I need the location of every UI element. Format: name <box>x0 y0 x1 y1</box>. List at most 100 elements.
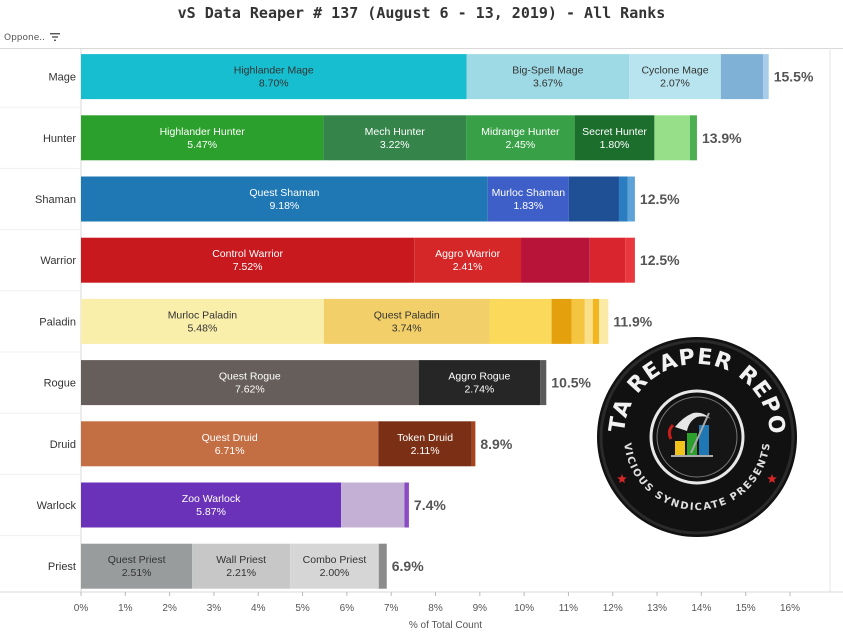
segment-name-label: Secret Hunter <box>582 126 647 138</box>
x-tick-label: 0% <box>74 603 89 614</box>
bar-segment <box>414 237 522 283</box>
logo-scythe-handle <box>690 412 710 454</box>
bar-segment <box>720 54 763 100</box>
bar-segment <box>521 237 590 283</box>
x-tick-label: 15% <box>736 603 756 614</box>
segment-name-label: Murloc Paladin <box>168 309 238 321</box>
segment-name-label: Murloc Shaman <box>492 187 566 199</box>
total-value-label: 15.5% <box>774 69 814 85</box>
bar-segment <box>81 482 342 528</box>
segment-name-label: Combo Priest <box>303 554 367 566</box>
bar-segment <box>471 421 476 467</box>
segment-name-label: Token Druid <box>397 432 453 444</box>
bar-segment <box>418 360 541 406</box>
chart-title: vS Data Reaper # 137 (August 6 - 13, 201… <box>177 4 666 22</box>
bar-segment <box>81 54 467 100</box>
x-tick-label: 9% <box>473 603 488 614</box>
bar-segment <box>323 298 490 344</box>
bar-segment <box>627 176 635 222</box>
bar-segment <box>341 482 405 528</box>
x-tick-label: 8% <box>428 603 443 614</box>
bar-segment <box>551 298 572 344</box>
segment-name-label: Quest Rogue <box>219 371 281 383</box>
bar-segment <box>404 482 409 528</box>
logo-star-left <box>617 474 627 483</box>
segment-value-label: 2.41% <box>453 261 483 273</box>
x-tick-label: 5% <box>295 603 310 614</box>
segment-value-label: 2.07% <box>660 78 690 90</box>
bar-segment <box>762 54 769 100</box>
segment-name-label: Big-Spell Mage <box>512 65 583 77</box>
total-value-label: 11.9% <box>613 313 652 329</box>
opponent-filter-label[interactable]: Oppone.. <box>4 33 45 43</box>
segment-value-label: 2.51% <box>122 567 152 579</box>
x-tick-label: 3% <box>207 603 222 614</box>
logo-star-right <box>767 474 777 483</box>
segment-value-label: 1.80% <box>600 139 630 151</box>
bar-segment <box>599 298 609 344</box>
total-value-label: 10.5% <box>551 375 591 391</box>
bar-segment <box>618 176 628 222</box>
bar-segment <box>568 176 619 222</box>
segment-value-label: 3.22% <box>380 139 410 151</box>
segment-value-label: 2.21% <box>226 567 256 579</box>
segment-value-label: 5.47% <box>187 139 217 151</box>
bar-segment <box>378 543 387 589</box>
segment-name-label: Wall Priest <box>216 554 266 566</box>
bar-segment <box>589 237 626 283</box>
total-value-label: 12.5% <box>640 252 680 268</box>
segment-value-label: 2.00% <box>320 567 350 579</box>
segment-value-label: 3.74% <box>392 322 422 334</box>
header-divider <box>0 48 843 49</box>
segment-value-label: 3.67% <box>533 78 563 90</box>
x-tick-label: 2% <box>162 603 177 614</box>
segment-value-label: 7.62% <box>235 384 265 396</box>
bar-segment <box>81 360 419 406</box>
segment-value-label: 7.52% <box>233 261 263 273</box>
segment-value-label: 2.45% <box>505 139 535 151</box>
total-value-label: 13.9% <box>702 130 742 146</box>
bar-segment <box>192 543 291 589</box>
segment-value-label: 8.70% <box>259 78 289 90</box>
x-tick-label: 6% <box>340 603 355 614</box>
x-tick-label: 1% <box>118 603 133 614</box>
bar-segment <box>540 360 547 406</box>
bar-segment <box>290 543 379 589</box>
category-label: Mage <box>48 72 76 84</box>
bar-segment <box>466 115 575 161</box>
category-label: Warlock <box>37 500 77 512</box>
segment-value-label: 9.18% <box>270 200 300 212</box>
plot-area: 0% 1% 2% 3% 4% 5% 6% 7% 8% 9% 10% 11% 12% 13% 14% 15% 16… <box>0 48 843 631</box>
total-value-label: 6.9% <box>392 558 424 574</box>
segment-value-label: 2.74% <box>464 384 494 396</box>
segment-name-label: Aggro Rogue <box>448 371 510 383</box>
x-tick-label: 13% <box>647 603 667 614</box>
bar-segment <box>466 54 630 100</box>
total-value-label: 7.4% <box>414 497 446 513</box>
x-tick-label: 11% <box>559 603 578 614</box>
bar-segment <box>81 298 324 344</box>
segment-name-label: Quest Druid <box>202 432 258 444</box>
segment-value-label: 6.71% <box>215 445 245 457</box>
segment-value-label: 2.11% <box>411 445 440 457</box>
sort-filter-icon[interactable] <box>49 31 61 43</box>
segment-value-label: 5.87% <box>196 506 226 518</box>
segment-name-label: Quest Shaman <box>249 187 319 199</box>
segment-name-label: Midrange Hunter <box>481 126 560 138</box>
segment-name-label: Quest Paladin <box>374 309 440 321</box>
category-label: Druid <box>50 439 76 451</box>
segment-name-label: Control Warrior <box>212 248 283 260</box>
category-label: Rogue <box>44 378 76 390</box>
x-tick-label: 16% <box>780 603 800 614</box>
bar-segment <box>571 298 585 344</box>
bar-segment <box>487 176 569 222</box>
x-tick-label: 4% <box>251 603 266 614</box>
bar-segment <box>689 115 697 161</box>
bar-segment <box>81 237 415 283</box>
segment-name-label: Zoo Warlock <box>182 493 241 505</box>
segment-value-label: 1.83% <box>513 200 543 212</box>
logo-mini-bar <box>687 433 697 455</box>
segment-name-label: Quest Priest <box>108 554 166 566</box>
x-tick-label: 7% <box>384 603 399 614</box>
